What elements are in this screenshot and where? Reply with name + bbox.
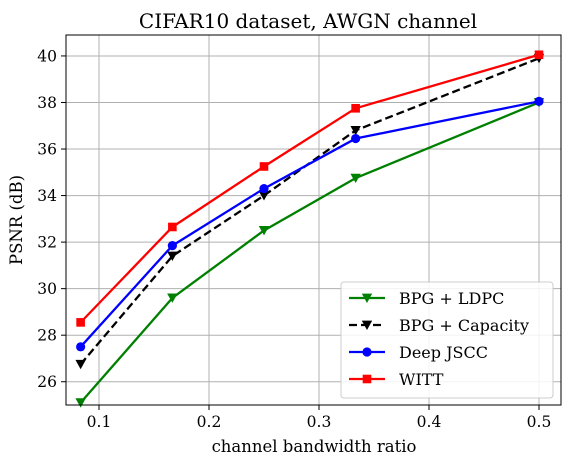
legend-marker-witt bbox=[362, 374, 372, 384]
legend-label-bpg-ldpc: BPG + LDPC bbox=[399, 289, 504, 308]
data-point-deep-jscc bbox=[76, 342, 86, 352]
data-point-witt bbox=[534, 50, 544, 60]
data-point-bpg-ldpc bbox=[350, 173, 361, 184]
series-witt bbox=[76, 50, 544, 327]
data-point-bpg-ldpc bbox=[258, 226, 270, 236]
data-point-bpg-ldpc bbox=[167, 293, 178, 303]
legend-label-deep-jscc: Deep JSCC bbox=[399, 343, 488, 362]
legend-box bbox=[340, 281, 554, 399]
data-point-witt bbox=[259, 162, 269, 171]
data-point-witt bbox=[351, 104, 360, 113]
data-point-bpg-capacity bbox=[167, 251, 178, 262]
x-tick-label: 0.4 bbox=[417, 413, 442, 431]
data-point-bpg-capacity bbox=[258, 191, 270, 201]
data-point-deep-jscc bbox=[167, 240, 177, 251]
data-point-bpg-ldpc bbox=[75, 398, 86, 408]
data-point-witt bbox=[168, 222, 177, 232]
legend: BPG + LDPC BPG + Capacity Deep JSCC WITT bbox=[340, 281, 554, 399]
legend-marker-bpg-ldpc bbox=[361, 293, 373, 303]
data-point-deep-jscc bbox=[534, 96, 544, 106]
x-tick-label: 0.2 bbox=[197, 413, 222, 431]
series-deep-jscc bbox=[76, 96, 544, 352]
x-tick-label: 0.1 bbox=[87, 413, 112, 431]
axis-ticks: 0.1 0.2 0.3 0.4 0.5 26 28 30 32 34 36 38 40 bbox=[37, 47, 551, 431]
x-tick-label: 0.5 bbox=[527, 413, 552, 431]
y-tick-label: 36 bbox=[37, 141, 57, 159]
legend-marker-deep-jscc bbox=[362, 347, 372, 357]
y-axis-title: PSNR (dB) bbox=[7, 175, 26, 265]
legend-label-bpg-capacity: BPG + Capacity bbox=[399, 316, 529, 335]
x-axis-title: channel bandwidth ratio bbox=[212, 437, 417, 456]
y-tick-label: 28 bbox=[37, 327, 57, 345]
data-point-bpg-capacity bbox=[350, 125, 361, 136]
y-tick-label: 32 bbox=[37, 234, 57, 252]
x-tick-label: 0.3 bbox=[307, 413, 332, 431]
data-point-bpg-capacity bbox=[75, 359, 86, 370]
y-tick-label: 34 bbox=[37, 187, 57, 205]
data-point-deep-jscc bbox=[259, 183, 269, 194]
plot-frame bbox=[65, 34, 562, 406]
legend-label-witt: WITT bbox=[399, 370, 444, 389]
chart-title: CIFAR10 dataset, AWGN channel bbox=[139, 9, 477, 33]
y-tick-label: 30 bbox=[37, 280, 57, 298]
y-tick-label: 26 bbox=[37, 373, 57, 391]
plot-area bbox=[75, 50, 545, 408]
legend-marker-bpg-capacity bbox=[361, 320, 373, 330]
data-point-deep-jscc bbox=[351, 133, 361, 144]
grid bbox=[66, 35, 561, 405]
data-point-witt bbox=[76, 318, 85, 327]
y-tick-label: 38 bbox=[37, 94, 57, 112]
y-tick-label: 40 bbox=[37, 47, 57, 65]
